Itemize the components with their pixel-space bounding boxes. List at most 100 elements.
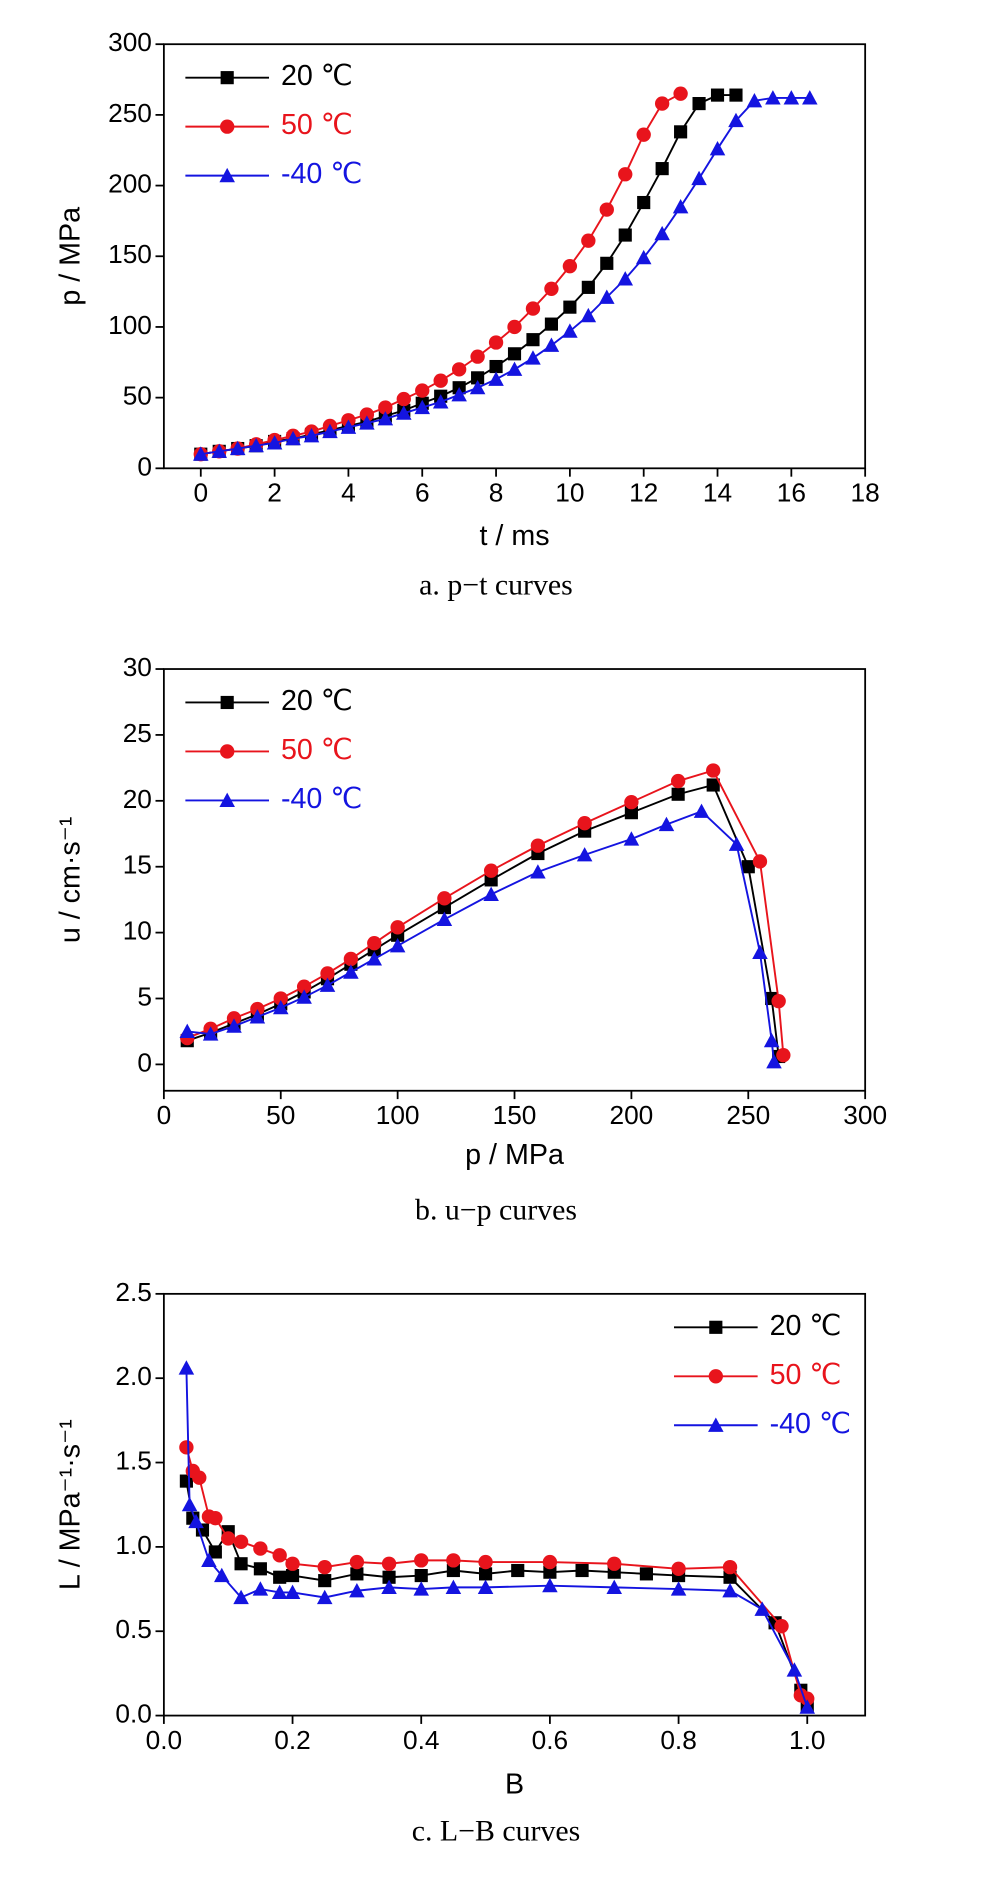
x-tick-label: 4 [341,478,356,508]
marker [706,763,721,778]
x-tick-label: 16 [777,478,806,508]
legend-label: 50 ℃ [281,734,353,766]
y-tick-label: 0.5 [115,1614,152,1644]
series-line [200,94,736,456]
marker [382,1570,396,1584]
marker [710,88,725,102]
marker [285,430,301,446]
x-tick-label: 0 [157,1100,172,1130]
marker [542,1577,558,1593]
marker [229,440,246,456]
marker [786,1662,803,1677]
marker [771,993,786,1009]
marker [746,92,763,108]
y-tick-label: 0.0 [115,1699,152,1729]
marker [266,435,283,450]
legend-label: 50 ℃ [770,1359,842,1391]
caption: b. u−p curves [415,1193,577,1226]
x-axis-label: p / MPa [465,1139,564,1171]
marker [381,1556,397,1571]
marker [340,419,357,434]
marker [350,1567,364,1581]
x-tick-label: 0.8 [660,1725,697,1755]
marker [783,90,800,105]
marker [201,1552,217,1567]
marker [722,1559,738,1575]
marker [271,1584,288,1600]
marker [636,127,651,142]
marker [706,778,720,792]
marker [507,319,522,335]
y-tick-label: 2.5 [115,1277,152,1307]
marker [693,803,710,818]
x-tick-label: 200 [609,1100,653,1130]
marker [320,966,335,981]
marker [478,1554,493,1570]
marker [599,202,614,217]
marker [317,1559,332,1575]
marker [511,1563,525,1578]
marker [296,979,312,994]
marker [367,935,382,951]
y-tick-label: 15 [123,850,152,880]
x-tick-label: 0.2 [274,1725,311,1755]
marker [752,944,768,959]
y-tick-label: 25 [123,718,152,748]
marker [766,1053,782,1069]
marker [249,1009,266,1024]
x-tick-label: 0.4 [403,1725,440,1755]
marker [488,371,504,386]
y-tick-label: 2.0 [115,1361,152,1391]
legend-label: 50 ℃ [281,109,353,141]
y-tick-label: 1.0 [115,1530,152,1560]
x-tick-label: 2 [267,478,282,508]
marker [322,423,338,439]
marker [349,1582,365,1598]
x-tick-label: 250 [726,1100,770,1130]
marker [618,228,632,242]
marker [214,1567,230,1583]
x-tick-label: 18 [851,478,880,508]
marker [543,1565,557,1579]
marker [563,300,577,314]
marker [226,1011,242,1026]
marker [576,847,593,862]
marker [446,1553,461,1568]
marker [799,1699,816,1714]
x-tick-label: 12 [629,478,658,508]
marker [723,1570,737,1584]
marker [526,333,540,347]
marker [343,964,359,979]
marker [469,379,486,395]
marker [670,773,686,789]
legend-marker [220,695,234,710]
marker [303,428,320,443]
marker [581,280,595,294]
marker [530,864,546,879]
marker [179,1023,196,1039]
legend-label: -40 ℃ [281,783,363,815]
plot-frame [162,43,867,470]
marker [414,1568,428,1583]
marker [349,1554,365,1570]
marker [754,1601,770,1616]
legend-label: 20 ℃ [281,685,353,717]
marker [544,317,558,331]
marker [233,1589,249,1605]
marker [390,920,405,935]
marker [530,838,546,853]
marker [381,1579,397,1594]
marker [319,977,336,992]
x-tick-label: 0.0 [146,1725,183,1755]
marker [396,391,411,407]
marker [248,437,264,453]
marker [624,806,638,820]
marker [378,400,393,415]
marker [577,816,592,831]
marker [691,170,707,186]
marker [252,1581,269,1596]
x-tick-label: 0.6 [532,1725,569,1755]
legend-marker [709,1320,723,1334]
y-tick-label: 10 [123,916,152,946]
marker [741,860,755,874]
